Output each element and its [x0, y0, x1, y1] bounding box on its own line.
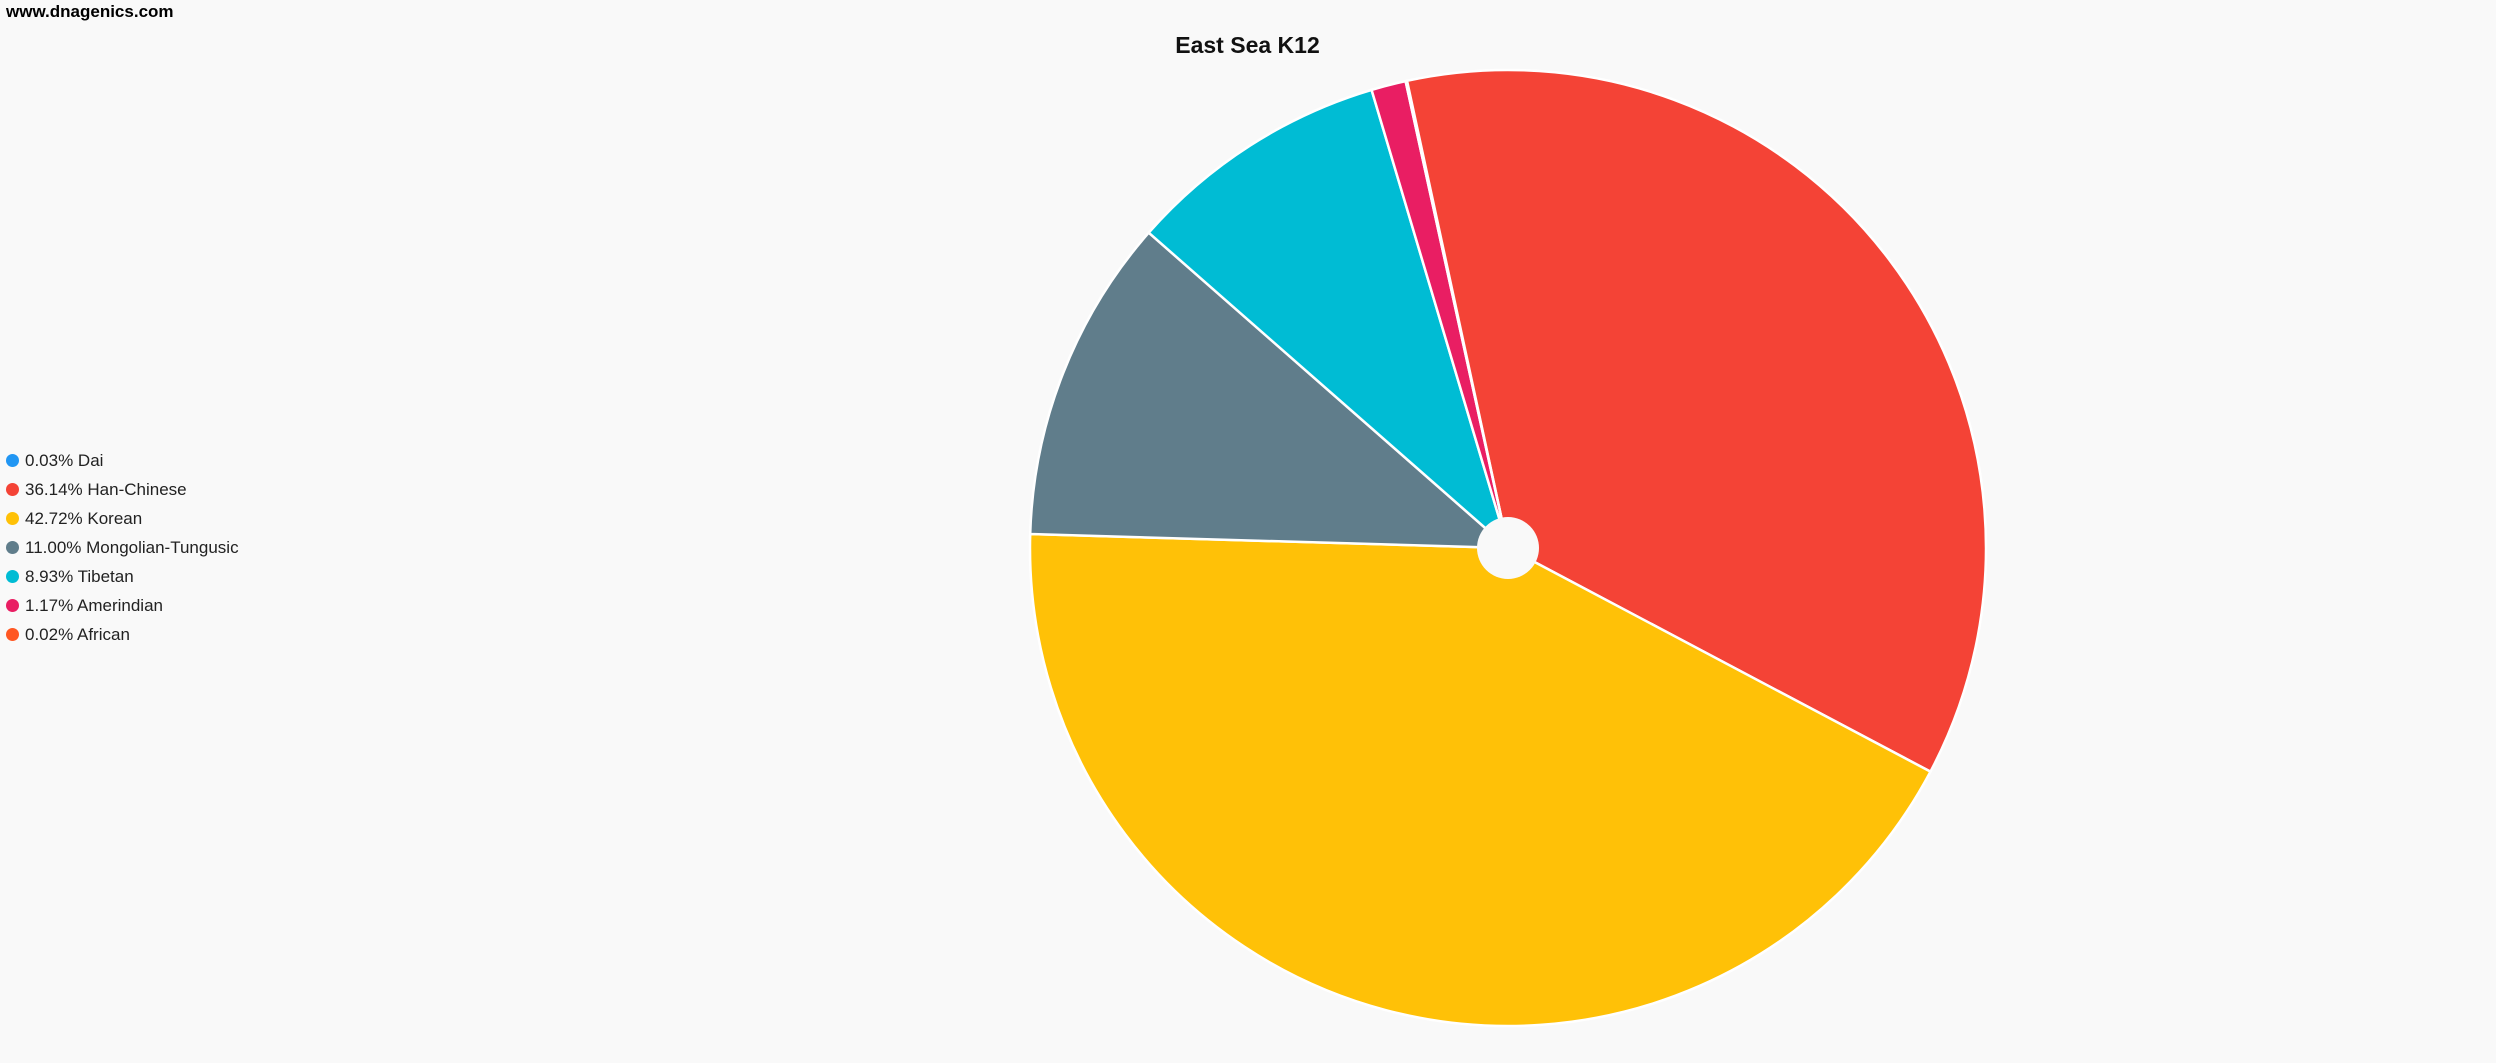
- legend-label: 0.02% African: [25, 624, 130, 644]
- chart-legend: 0.03% Dai 36.14% Han-Chinese 42.72% Kore…: [6, 446, 239, 649]
- legend-marker: [6, 541, 19, 554]
- legend-marker: [6, 628, 19, 641]
- legend-label: 0.03% Dai: [25, 450, 104, 470]
- pie-slice-tibetan[interactable]: [1147, 88, 1510, 550]
- legend-marker: [6, 570, 19, 583]
- pie-slices: [1028, 68, 1988, 1028]
- legend-item[interactable]: 42.72% Korean: [6, 504, 239, 533]
- legend-label: 36.14% Han-Chinese: [25, 479, 187, 499]
- legend-item[interactable]: 1.17% Amerindian: [6, 591, 239, 620]
- legend-marker: [6, 483, 19, 496]
- legend-label: 42.72% Korean: [25, 508, 143, 528]
- pie-slice-african[interactable]: [1404, 79, 1510, 550]
- pie-slice-korean[interactable]: [1028, 532, 1932, 1028]
- legend-item[interactable]: 11.00% Mongolian-Tungusic: [6, 533, 239, 562]
- legend-label: 1.17% Amerindian: [25, 595, 163, 615]
- legend-marker: [6, 454, 19, 467]
- legend-marker: [6, 599, 19, 612]
- legend-item[interactable]: 0.02% African: [6, 620, 239, 649]
- pie-slice-mongolian-tungusic[interactable]: [1028, 231, 1510, 550]
- pie-center-hole: [1477, 517, 1539, 579]
- chart-title: East Sea K12: [1175, 32, 1320, 58]
- site-watermark: www.dnagenics.com: [6, 2, 174, 21]
- legend-item[interactable]: 0.03% Dai: [6, 446, 239, 475]
- legend-label: 8.93% Tibetan: [25, 566, 134, 586]
- legend-item[interactable]: 8.93% Tibetan: [6, 562, 239, 591]
- legend-item[interactable]: 36.14% Han-Chinese: [6, 475, 239, 504]
- legend-label: 11.00% Mongolian-Tungusic: [25, 537, 239, 557]
- pie-slice-han-chinese[interactable]: [1405, 68, 1988, 773]
- legend-marker: [6, 512, 19, 525]
